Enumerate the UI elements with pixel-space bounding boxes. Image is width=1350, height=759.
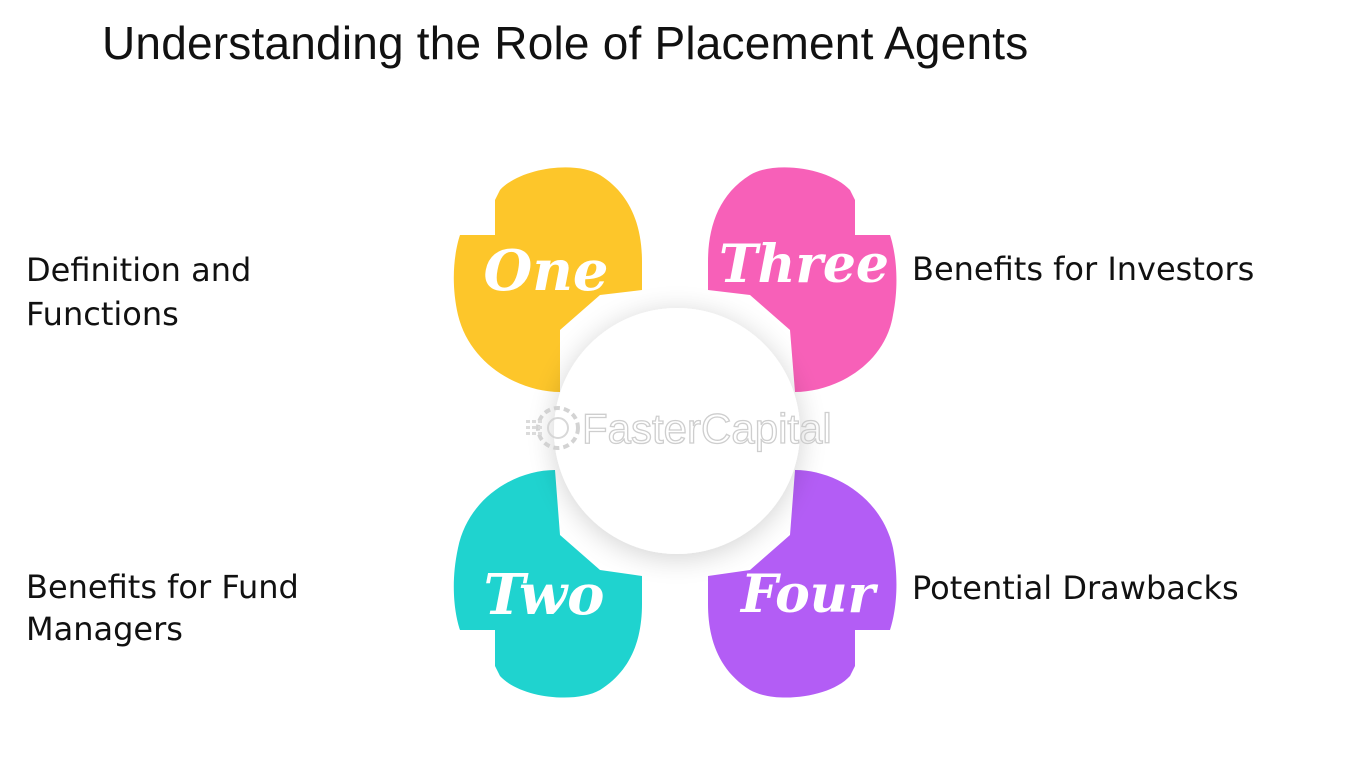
label-four: Potential Drawbacks	[912, 569, 1239, 607]
label-two: Benefits for Fund Managers	[26, 568, 299, 648]
watermark-text: FasterCapital	[582, 405, 832, 452]
petal-four	[708, 470, 897, 698]
petal-four-word: Four	[739, 564, 879, 625]
petal-two-word: Two	[483, 562, 604, 628]
center-circle	[554, 308, 800, 554]
petal-one-word: One	[483, 238, 608, 304]
petal-one	[453, 167, 642, 392]
watermark-logo: FasterCapital	[526, 404, 832, 453]
label-one: Definition and Functions	[26, 251, 252, 333]
petal-three-word: Three	[719, 234, 889, 295]
page-title: Understanding the Role of Placement Agen…	[102, 17, 1029, 69]
petal-two	[453, 470, 642, 698]
petal-three	[708, 167, 897, 392]
label-three: Benefits for Investors	[912, 250, 1255, 288]
